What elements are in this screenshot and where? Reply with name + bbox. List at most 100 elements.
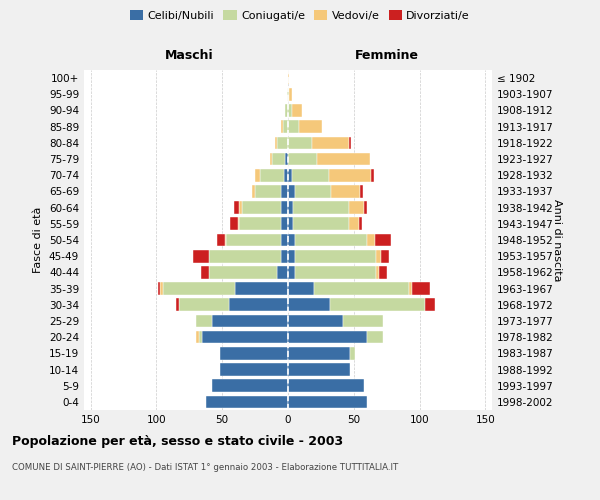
Bar <box>212 380 288 392</box>
Bar <box>371 169 374 181</box>
Text: Popolazione per età, sesso e stato civile - 2003: Popolazione per età, sesso e stato civil… <box>12 435 343 448</box>
Bar <box>288 185 295 198</box>
Bar <box>288 120 299 133</box>
Bar <box>201 266 209 278</box>
Bar <box>206 396 288 408</box>
Bar <box>288 234 295 246</box>
Bar <box>234 202 239 214</box>
Bar <box>230 218 238 230</box>
Bar <box>288 380 364 392</box>
Bar <box>160 282 163 295</box>
Bar <box>281 185 288 198</box>
Bar <box>255 169 260 181</box>
Bar <box>288 218 293 230</box>
Bar <box>288 136 311 149</box>
Bar <box>277 266 288 278</box>
Bar <box>359 218 362 230</box>
Bar <box>220 363 288 376</box>
Bar <box>330 298 425 311</box>
Bar <box>284 169 288 181</box>
Bar <box>260 169 284 181</box>
Bar <box>288 88 289 101</box>
Bar <box>292 169 329 181</box>
Bar <box>299 120 322 133</box>
Bar <box>288 169 292 181</box>
Bar <box>158 282 160 295</box>
Text: Femmine: Femmine <box>355 49 419 62</box>
Bar <box>364 202 367 214</box>
Bar <box>288 363 350 376</box>
Bar <box>409 282 412 295</box>
Text: Maschi: Maschi <box>165 49 214 62</box>
Bar <box>193 250 209 262</box>
Bar <box>229 298 288 311</box>
Y-axis label: Anni di nascita: Anni di nascita <box>552 198 562 281</box>
Bar <box>281 218 288 230</box>
Bar <box>217 234 225 246</box>
Bar <box>329 169 371 181</box>
Bar <box>288 282 314 295</box>
Bar <box>288 298 330 311</box>
Bar <box>376 266 379 278</box>
Bar <box>288 314 343 328</box>
Bar <box>239 202 242 214</box>
Bar <box>295 234 367 246</box>
Bar <box>235 282 288 295</box>
Bar <box>375 234 391 246</box>
Bar <box>288 152 317 166</box>
Bar <box>349 202 364 214</box>
Bar <box>295 266 376 278</box>
Bar <box>163 282 235 295</box>
Bar <box>286 104 288 117</box>
Bar <box>292 104 302 117</box>
Bar <box>272 152 286 166</box>
Bar <box>288 331 367 344</box>
Y-axis label: Fasce di età: Fasce di età <box>34 207 43 273</box>
Bar <box>288 202 293 214</box>
Bar <box>293 218 349 230</box>
Bar <box>288 347 350 360</box>
Bar <box>317 152 370 166</box>
Bar <box>281 250 288 262</box>
Bar <box>295 250 376 262</box>
Bar <box>212 314 288 328</box>
Bar <box>289 88 292 101</box>
Bar <box>367 331 383 344</box>
Bar <box>349 218 359 230</box>
Bar <box>382 250 389 262</box>
Bar <box>288 266 295 278</box>
Bar <box>376 250 382 262</box>
Bar <box>295 185 331 198</box>
Bar <box>288 250 295 262</box>
Bar <box>199 331 202 344</box>
Bar <box>367 234 375 246</box>
Bar <box>286 152 288 166</box>
Bar <box>196 331 199 344</box>
Bar <box>293 202 349 214</box>
Bar <box>331 185 361 198</box>
Bar <box>239 218 281 230</box>
Legend: Celibi/Nubili, Coniugati/e, Vedovi/e, Divorziati/e: Celibi/Nubili, Coniugati/e, Vedovi/e, Di… <box>125 6 475 25</box>
Bar <box>343 314 383 328</box>
Bar <box>281 234 288 246</box>
Bar <box>242 202 281 214</box>
Bar <box>350 347 355 360</box>
Bar <box>412 282 430 295</box>
Bar <box>202 331 288 344</box>
Bar <box>287 88 288 101</box>
Bar <box>275 136 277 149</box>
Bar <box>253 185 255 198</box>
Bar <box>209 250 281 262</box>
Bar <box>255 185 281 198</box>
Bar <box>283 120 288 133</box>
Bar <box>361 185 363 198</box>
Bar <box>288 396 367 408</box>
Text: COMUNE DI SAINT-PIERRE (AO) - Dati ISTAT 1° gennaio 2003 - Elaborazione TUTTITAL: COMUNE DI SAINT-PIERRE (AO) - Dati ISTAT… <box>12 462 398 471</box>
Bar <box>269 152 272 166</box>
Bar <box>311 136 349 149</box>
Bar <box>288 104 292 117</box>
Bar <box>379 266 387 278</box>
Bar <box>277 136 288 149</box>
Bar <box>176 298 179 311</box>
Bar <box>281 120 283 133</box>
